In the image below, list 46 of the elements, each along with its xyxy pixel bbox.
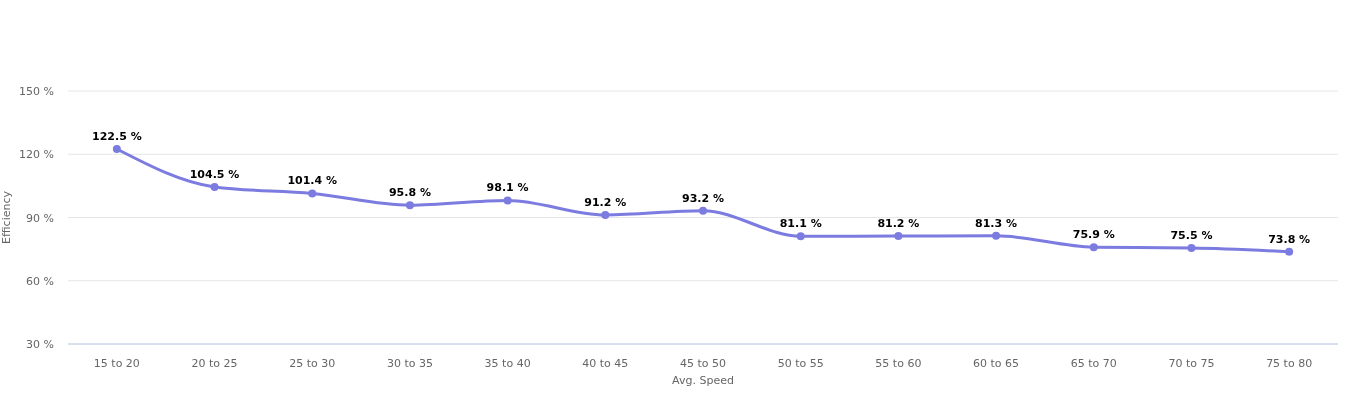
- x-tick-label: 20 to 25: [191, 357, 238, 370]
- point: [308, 189, 317, 198]
- y-tick-label: 150 %: [19, 85, 54, 98]
- x-tick-label: 70 to 75: [1168, 357, 1215, 370]
- point: [210, 182, 219, 191]
- x-tick-label: 15 to 20: [93, 357, 140, 370]
- data-label: 98.1 %: [486, 181, 529, 195]
- point: [1285, 247, 1294, 256]
- point: [1089, 243, 1098, 252]
- data-label: 93.2 %: [682, 191, 724, 205]
- y-tick-label: 120 %: [19, 148, 54, 162]
- y-tick-label: 30 %: [26, 338, 54, 351]
- x-tick-label: 60 to 65: [973, 357, 1020, 370]
- x-tick-label: 65 to 70: [1070, 357, 1117, 370]
- y-tick-label: 90 %: [26, 211, 54, 225]
- point: [112, 144, 121, 153]
- x-tick-label: 30 to 35: [386, 357, 433, 370]
- y-tick-label: 60 %: [26, 274, 54, 288]
- x-tick-label: 45 to 50: [679, 357, 727, 370]
- point: [796, 232, 805, 241]
- point: [503, 196, 512, 205]
- x-tick-label: 35 to 40: [484, 357, 531, 370]
- data-label: 81.2 %: [877, 217, 920, 231]
- data-label: 91.2 %: [584, 195, 627, 209]
- point: [601, 210, 610, 219]
- data-label: 81.1 %: [779, 217, 822, 231]
- x-tick-label: 75 to 80: [1266, 357, 1313, 370]
- data-label: 73.8 %: [1268, 232, 1311, 246]
- x-tick-label: 25 to 30: [289, 357, 336, 370]
- data-label: 122.5 %: [92, 129, 142, 143]
- data-label: 101.4 %: [287, 174, 338, 188]
- point: [699, 206, 707, 215]
- data-label: 75.5 %: [1170, 229, 1213, 243]
- x-tick-label: 50 to 55: [777, 357, 824, 370]
- point: [992, 231, 1001, 240]
- x-tick-label: 55 to 60: [875, 357, 922, 370]
- x-axis-title: Avg. Speed: [672, 374, 734, 387]
- y-axis-title: Efficiency: [0, 190, 13, 244]
- data-label: 75.9 %: [1072, 228, 1115, 242]
- point: [894, 232, 903, 241]
- data-label: 81.3 %: [975, 216, 1018, 230]
- x-tick-label: 40 to 45: [582, 357, 629, 370]
- point: [405, 201, 414, 210]
- point: [1187, 244, 1196, 253]
- data-label: 95.8 %: [388, 186, 431, 200]
- data-label: 104.5 %: [189, 167, 240, 181]
